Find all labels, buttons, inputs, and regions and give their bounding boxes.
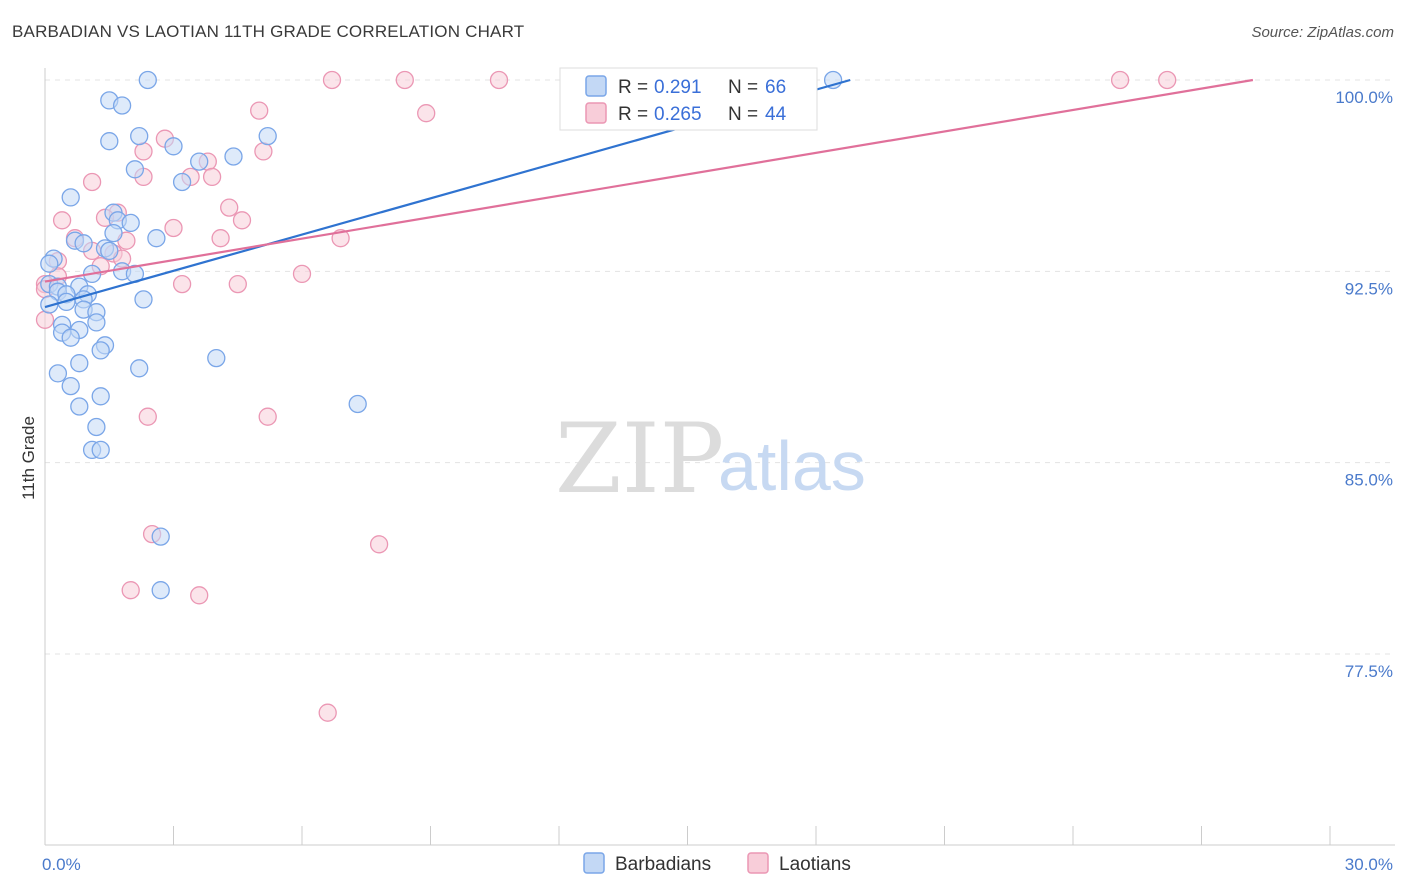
- barbadian-point-56: [91, 440, 110, 460]
- barbadian-point-17: [147, 229, 166, 248]
- barbadian-point-7: [164, 137, 183, 156]
- legend-r-label-1: R =: [618, 77, 648, 98]
- barbadian-point-23: [40, 254, 59, 273]
- barbadian-point-46: [207, 348, 226, 368]
- barbadian-point-50: [61, 376, 80, 396]
- x-tick-labels: 0.0% 30.0%: [42, 855, 1393, 874]
- barbadian-point-54: [87, 417, 106, 437]
- x-tick-label-max: 30.0%: [1345, 855, 1393, 874]
- barbadian-point-52: [70, 397, 89, 416]
- laotian-point-22: [211, 229, 230, 248]
- laotian-point-18: [232, 211, 252, 230]
- laotian-point-14: [82, 172, 102, 192]
- laotian-point-40: [121, 581, 140, 600]
- legend-n-label-2: N =: [728, 104, 758, 125]
- x-tick-label-min: 0.0%: [42, 855, 81, 874]
- y-tick-label-3: 100.0%: [1335, 88, 1393, 107]
- laotian-point-6: [417, 104, 436, 123]
- legend-swatch-barbadians: [585, 75, 607, 97]
- laotian-point-9: [134, 142, 153, 161]
- laotian-point-1: [395, 70, 414, 90]
- barbadian-point-48: [130, 359, 149, 378]
- laotian-point-13: [202, 167, 222, 187]
- barbadian-point-16: [104, 223, 123, 243]
- legend-r-label-2: R =: [618, 104, 648, 125]
- watermark: ZIP atlas: [555, 403, 866, 515]
- laotian-point-5: [250, 101, 269, 120]
- legend-r-value-2: 0.265: [654, 104, 702, 125]
- barbadian-point-3: [112, 96, 132, 115]
- barbadian-point-11: [172, 172, 192, 192]
- barbadian-point-5: [258, 126, 277, 146]
- barbadian-point-0: [138, 70, 157, 90]
- barbadian-point-34: [134, 290, 153, 309]
- bottom-legend-barbadians: Barbadians: [615, 854, 711, 875]
- barbadian-point-21: [100, 241, 119, 261]
- barbadian-point-51: [91, 387, 110, 406]
- source-label: Source: ZipAtlas.com: [1251, 24, 1394, 41]
- laotian-point-4: [1158, 70, 1177, 90]
- barbadian-point-47: [70, 354, 89, 373]
- legend-r-value-1: 0.291: [654, 77, 702, 98]
- laotian-point-15: [220, 198, 239, 217]
- axes: [44, 68, 1395, 846]
- laotian-point-2: [489, 70, 509, 90]
- chart-title: BARBADIAN VS LAOTIAN 11TH GRADE CORRELAT…: [12, 22, 525, 41]
- legend-n-value-2: 44: [765, 104, 787, 125]
- data-points: [35, 70, 1177, 722]
- legend-n-value-1: 66: [765, 77, 786, 98]
- laotian-trend-line: [44, 78, 1254, 283]
- barbadian-point-19: [74, 234, 93, 253]
- barbadian-point-10: [125, 160, 145, 179]
- barbadian-point-58: [151, 581, 170, 600]
- laotian-point-3: [1110, 70, 1130, 90]
- laotian-point-39: [369, 535, 389, 554]
- bottom-legend-laotians: Laotians: [779, 854, 851, 875]
- series-legend: Barbadians Laotians: [583, 852, 851, 875]
- barbadian-point-53: [348, 394, 367, 414]
- barbadian-point-6: [100, 132, 119, 151]
- grid-lines: [45, 79, 1395, 655]
- barbadian-point-49: [48, 364, 68, 383]
- barbadian-point-43: [61, 328, 80, 347]
- barbadian-point-39: [87, 313, 106, 332]
- laotian-point-43: [35, 310, 55, 329]
- watermark-zip: ZIP: [555, 403, 724, 515]
- y-tick-label-1: 85.0%: [1345, 471, 1393, 490]
- bottom-legend-swatch-laotians: [747, 852, 769, 874]
- watermark-atlas: atlas: [718, 427, 866, 505]
- laotian-point-37: [258, 407, 277, 426]
- legend-n-label-1: N =: [728, 77, 758, 98]
- barbadian-point-4: [130, 126, 149, 146]
- laotian-point-8: [254, 142, 273, 161]
- y-tick-labels: 77.5% 85.0% 92.5% 100.0%: [1335, 88, 1393, 681]
- laotian-point-31: [292, 264, 312, 284]
- legend-swatch-laotians: [585, 102, 607, 124]
- y-tick-label-0: 77.5%: [1345, 662, 1393, 681]
- stats-legend: R = 0.291 N = 66 R = 0.265 N = 44: [559, 67, 818, 131]
- laotian-point-32: [172, 274, 192, 294]
- barbadian-point-57: [151, 527, 170, 546]
- laotian-point-20: [164, 218, 183, 238]
- laotian-point-0: [322, 70, 342, 90]
- barbadian-point-12: [61, 188, 80, 207]
- laotian-point-41: [190, 586, 209, 605]
- laotian-point-33: [228, 274, 247, 294]
- y-axis-label: 11th Grade: [19, 416, 38, 500]
- bottom-legend-swatch-barbadians: [583, 852, 605, 874]
- barbadian-point-15: [121, 213, 140, 233]
- barbadian-point-9: [190, 152, 209, 171]
- barbadian-point-45: [91, 341, 110, 360]
- laotian-point-19: [52, 211, 72, 230]
- laotian-point-42: [318, 703, 337, 722]
- y-tick-label-2: 92.5%: [1345, 279, 1393, 298]
- laotian-point-36: [138, 407, 157, 426]
- barbadian-point-8: [224, 147, 243, 166]
